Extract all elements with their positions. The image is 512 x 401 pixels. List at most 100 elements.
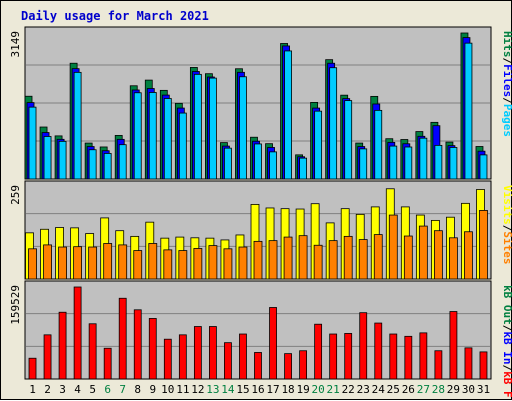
bar-pages-day-15 <box>239 76 247 180</box>
side-legend-kbin: kB In <box>501 331 512 364</box>
bar-sites-day-9 <box>148 243 158 280</box>
bar-kb-f-day-1 <box>28 357 37 380</box>
bar-pages-day-8 <box>133 92 142 180</box>
bar-sites-day-2 <box>43 244 52 280</box>
bar-sites-day-25 <box>388 214 398 280</box>
x-tick-label-day-1: 1 <box>29 383 36 396</box>
bar-sites-day-3 <box>58 246 67 280</box>
chart-title: Daily usage for March 2021 <box>21 9 209 23</box>
bar-sites-day-6 <box>103 243 113 280</box>
bar-sites-day-1 <box>28 248 37 280</box>
x-tick-label-day-14: 14 <box>221 383 235 396</box>
x-tick-label-day-17: 17 <box>266 383 279 396</box>
bar-sites-day-17 <box>268 240 278 280</box>
bar-pages-day-6 <box>103 153 112 180</box>
bar-kb-f-day-28 <box>434 350 443 380</box>
bar-sites-day-21 <box>328 240 338 280</box>
bar-sites-day-4 <box>73 246 83 280</box>
side-legend-kbf: kB F <box>501 371 512 398</box>
x-tick-label-day-28: 28 <box>432 383 445 396</box>
x-tick-label-day-26: 26 <box>402 383 415 396</box>
bar-pages-day-19 <box>299 157 307 180</box>
bar-pages-day-12 <box>193 73 202 180</box>
bar-sites-day-13 <box>208 245 218 280</box>
bar-sites-day-12 <box>193 248 203 280</box>
bar-pages-day-20 <box>314 110 323 180</box>
bar-kb-f-day-24 <box>374 322 383 380</box>
bar-sites-day-7 <box>118 244 128 280</box>
bar-pages-day-13 <box>209 77 217 180</box>
x-tick-label-day-18: 18 <box>281 383 294 396</box>
ymax-label-3: 159529 <box>9 285 22 325</box>
bar-kb-f-day-9 <box>148 318 157 380</box>
bar-kb-f-day-20 <box>314 323 323 380</box>
bar-pages-day-25 <box>389 145 398 180</box>
bar-kb-f-day-23 <box>359 312 368 380</box>
bar-kb-f-day-26 <box>404 335 413 380</box>
bar-pages-day-14 <box>224 147 232 180</box>
bar-pages-day-21 <box>329 67 338 180</box>
bar-pages-day-31 <box>479 154 488 180</box>
ymax-label-1: 3149 <box>9 31 22 58</box>
bar-kb-f-day-17 <box>269 307 277 380</box>
x-tick-label-day-8: 8 <box>134 383 141 396</box>
bar-sites-day-8 <box>133 250 143 280</box>
bar-kb-f-day-22 <box>344 333 353 380</box>
side-legend-sites: Sites <box>501 231 512 264</box>
bar-sites-day-16 <box>253 240 263 280</box>
side-legend-files: Files <box>501 64 512 97</box>
bar-kb-f-day-13 <box>209 326 217 380</box>
bar-sites-day-24 <box>373 234 383 280</box>
bar-kb-f-day-5 <box>88 323 97 380</box>
bar-sites-day-19 <box>298 235 308 280</box>
bar-sites-day-23 <box>358 239 368 280</box>
bar-pages-day-7 <box>118 144 127 180</box>
bar-sites-day-27 <box>418 225 428 280</box>
bar-kb-f-day-30 <box>464 347 473 380</box>
bar-sites-day-28 <box>433 230 443 280</box>
bar-kb-f-day-19 <box>299 350 307 380</box>
bar-kb-f-day-10 <box>163 338 172 380</box>
bar-pages-day-4 <box>73 71 82 180</box>
x-tick-label-day-19: 19 <box>296 383 309 396</box>
bar-kb-f-day-12 <box>193 326 202 380</box>
bar-sites-day-15 <box>238 246 248 280</box>
x-tick-label-day-2: 2 <box>44 383 51 396</box>
bar-sites-day-11 <box>178 250 188 280</box>
bar-kb-f-day-8 <box>133 309 142 380</box>
bar-pages-day-27 <box>419 137 428 180</box>
x-tick-label-day-27: 27 <box>417 383 430 396</box>
bar-pages-day-23 <box>359 148 368 180</box>
x-tick-label-day-4: 4 <box>74 383 81 396</box>
bar-kb-f-day-14 <box>224 342 232 380</box>
bar-kb-f-day-29 <box>449 311 458 380</box>
bar-pages-day-18 <box>284 50 292 180</box>
bar-kb-f-day-16 <box>254 352 262 380</box>
x-tick-label-day-5: 5 <box>89 383 96 396</box>
bar-pages-day-11 <box>178 112 187 180</box>
x-tick-label-day-25: 25 <box>387 383 400 396</box>
bar-kb-f-day-7 <box>118 297 127 380</box>
bar-kb-f-day-31 <box>479 351 488 380</box>
x-tick-label-day-15: 15 <box>236 383 249 396</box>
bar-kb-f-day-2 <box>43 334 52 380</box>
bar-pages-day-1 <box>28 106 37 180</box>
bar-kb-f-day-27 <box>419 332 428 380</box>
x-tick-label-day-30: 30 <box>462 383 475 396</box>
side-legend-kbout: kB Out <box>501 285 512 325</box>
side-legend-1: Hits/Files/Pages <box>501 31 512 137</box>
bar-kb-f-day-4 <box>73 286 82 380</box>
x-tick-label-day-13: 13 <box>206 383 219 396</box>
side-legend-3: kB Out/kB In/kB F <box>501 285 512 398</box>
side-legend-pages: Pages <box>501 104 512 137</box>
bar-sites-day-20 <box>313 244 323 280</box>
ymax-label-2: 259 <box>9 185 22 205</box>
x-tick-label-day-20: 20 <box>312 383 325 396</box>
bar-sites-day-10 <box>163 249 173 280</box>
bar-sites-day-26 <box>403 235 413 280</box>
bar-sites-day-22 <box>343 235 353 280</box>
bar-pages-day-22 <box>344 100 353 180</box>
bar-sites-day-14 <box>223 248 233 280</box>
x-tick-label-day-29: 29 <box>447 383 460 396</box>
